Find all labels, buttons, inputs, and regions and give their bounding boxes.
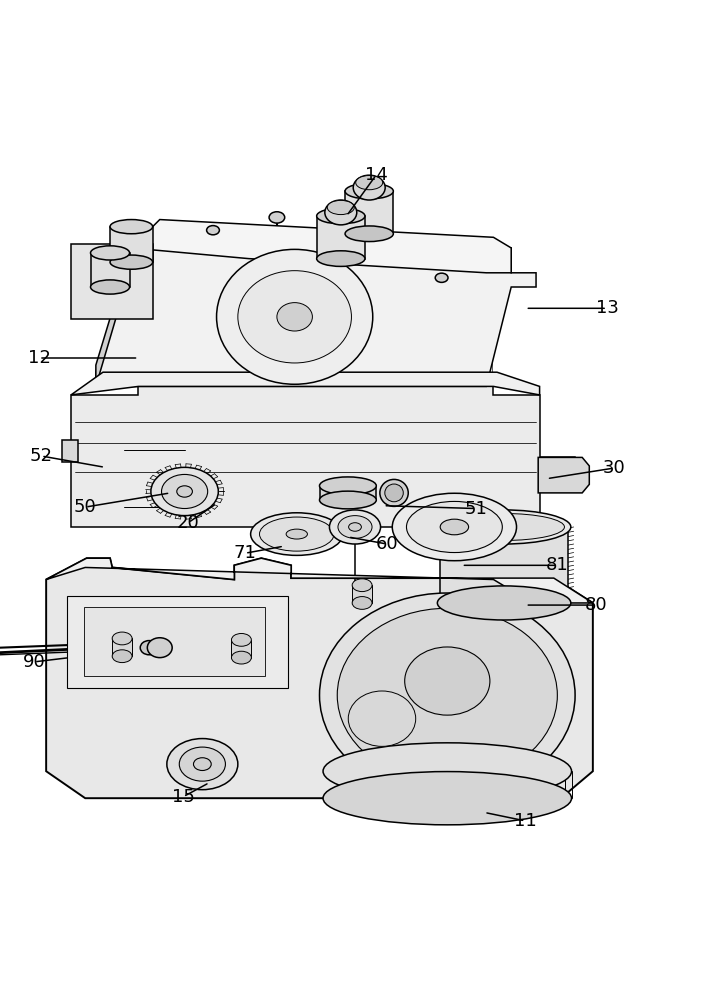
Bar — [352, 585, 372, 603]
Ellipse shape — [277, 303, 312, 331]
Polygon shape — [71, 386, 575, 527]
Ellipse shape — [260, 517, 334, 551]
Ellipse shape — [286, 529, 307, 539]
Ellipse shape — [179, 747, 226, 781]
Text: 50: 50 — [74, 498, 97, 516]
Bar — [231, 640, 251, 658]
Ellipse shape — [405, 647, 490, 715]
Ellipse shape — [437, 586, 571, 620]
Ellipse shape — [353, 175, 386, 200]
Ellipse shape — [151, 467, 219, 516]
Ellipse shape — [345, 226, 393, 242]
Ellipse shape — [327, 200, 354, 215]
Text: 71: 71 — [234, 544, 256, 562]
Ellipse shape — [91, 280, 129, 294]
Ellipse shape — [349, 691, 416, 746]
Ellipse shape — [207, 226, 219, 235]
Ellipse shape — [440, 519, 469, 535]
Bar — [345, 191, 393, 234]
Ellipse shape — [141, 641, 158, 655]
Polygon shape — [96, 248, 536, 386]
Ellipse shape — [110, 255, 153, 269]
Polygon shape — [131, 220, 511, 273]
Bar — [317, 216, 365, 259]
Ellipse shape — [251, 513, 343, 555]
Text: 30: 30 — [603, 459, 626, 477]
Polygon shape — [96, 248, 131, 386]
Ellipse shape — [148, 638, 173, 658]
Ellipse shape — [317, 251, 365, 266]
Ellipse shape — [320, 593, 575, 797]
Ellipse shape — [217, 249, 373, 384]
Ellipse shape — [91, 246, 129, 260]
Ellipse shape — [320, 491, 376, 509]
Ellipse shape — [356, 176, 383, 190]
Ellipse shape — [437, 510, 571, 544]
Ellipse shape — [112, 650, 132, 663]
Ellipse shape — [161, 474, 207, 509]
Polygon shape — [538, 457, 589, 493]
Ellipse shape — [325, 200, 357, 225]
Ellipse shape — [193, 758, 212, 771]
Ellipse shape — [110, 220, 153, 234]
Bar — [320, 486, 376, 500]
Ellipse shape — [338, 516, 372, 538]
Ellipse shape — [352, 579, 372, 592]
Text: 11: 11 — [514, 812, 537, 830]
Polygon shape — [440, 527, 568, 603]
Text: 12: 12 — [28, 349, 50, 367]
Ellipse shape — [167, 739, 238, 790]
Text: 15: 15 — [172, 788, 195, 806]
Text: 51: 51 — [464, 500, 487, 518]
Bar — [110, 227, 153, 262]
Ellipse shape — [323, 743, 572, 800]
Ellipse shape — [352, 597, 372, 609]
Ellipse shape — [231, 651, 251, 664]
Polygon shape — [46, 558, 593, 603]
Ellipse shape — [444, 513, 564, 540]
Ellipse shape — [435, 273, 448, 282]
Text: 80: 80 — [585, 596, 608, 614]
Ellipse shape — [231, 633, 251, 646]
Ellipse shape — [406, 501, 503, 553]
Ellipse shape — [317, 208, 365, 224]
Text: 13: 13 — [596, 299, 618, 317]
Ellipse shape — [337, 608, 557, 782]
Bar — [84, 606, 265, 676]
Bar — [91, 253, 129, 287]
Text: 20: 20 — [177, 514, 200, 532]
Polygon shape — [46, 558, 593, 798]
Text: 52: 52 — [30, 447, 53, 465]
Ellipse shape — [323, 772, 572, 825]
Polygon shape — [71, 244, 153, 319]
Ellipse shape — [393, 493, 517, 561]
Ellipse shape — [349, 523, 361, 531]
Ellipse shape — [112, 632, 132, 645]
Text: 90: 90 — [23, 653, 45, 671]
Ellipse shape — [320, 477, 376, 495]
Bar — [112, 638, 132, 656]
Ellipse shape — [177, 486, 192, 497]
Bar — [62, 440, 78, 462]
Polygon shape — [71, 372, 540, 395]
Text: 14: 14 — [365, 166, 388, 184]
Text: 60: 60 — [376, 535, 398, 553]
Ellipse shape — [385, 484, 403, 502]
Text: 81: 81 — [546, 556, 569, 574]
Ellipse shape — [238, 271, 351, 363]
Ellipse shape — [380, 479, 408, 506]
Ellipse shape — [329, 510, 381, 544]
Ellipse shape — [269, 212, 285, 223]
Ellipse shape — [345, 183, 393, 199]
Bar — [67, 596, 288, 688]
